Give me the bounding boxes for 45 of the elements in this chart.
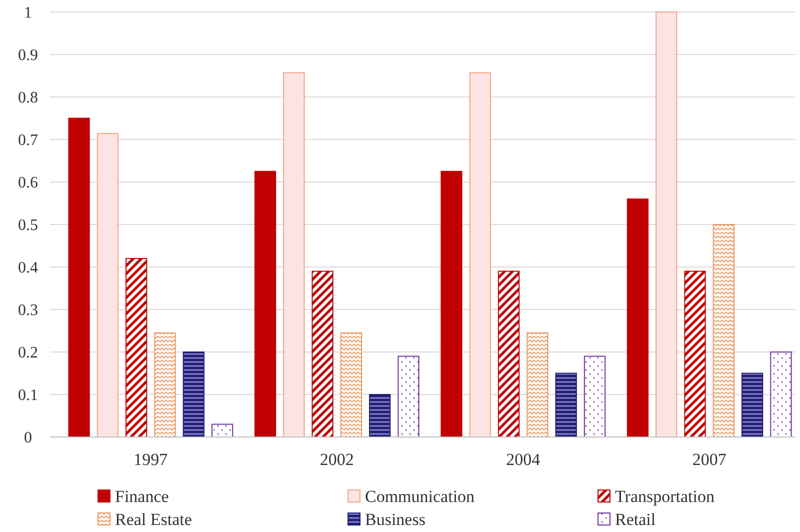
bar — [211, 424, 234, 438]
bar — [498, 270, 520, 438]
bar — [626, 198, 649, 438]
bar — [68, 118, 90, 438]
bar — [254, 170, 276, 438]
y-tick-label: 1 — [24, 4, 32, 22]
legend-label: Business — [365, 510, 426, 529]
y-tick-label: 0.5 — [18, 217, 38, 234]
bar — [584, 356, 606, 438]
bar — [126, 258, 148, 438]
x-tick-label: 2002 — [320, 450, 354, 469]
x-tick-label: 2004 — [506, 450, 541, 469]
y-tick-label: 0.2 — [18, 344, 38, 362]
y-tick-label: 0.4 — [18, 260, 38, 277]
bar — [712, 224, 734, 438]
x-tick-label: 2007 — [692, 450, 727, 469]
y-tick-label: 0.9 — [18, 47, 38, 64]
bar — [684, 270, 706, 438]
x-tick-label: 1997 — [134, 450, 168, 469]
y-tick-label: 0.6 — [18, 174, 38, 192]
bar — [770, 352, 792, 438]
y-tick-label: 0.8 — [18, 90, 38, 107]
bar — [340, 332, 362, 438]
bar — [369, 394, 391, 438]
legend-label: Communication — [365, 486, 476, 506]
y-tick-label: 0.1 — [18, 387, 38, 404]
y-tick-label: 0.7 — [18, 132, 38, 150]
bar — [96, 133, 118, 438]
y-tick-label: 0 — [24, 430, 32, 447]
bar — [312, 270, 334, 438]
bar — [398, 356, 420, 438]
legend-label: Transportation — [615, 486, 715, 506]
bar — [742, 372, 764, 438]
bar — [555, 372, 577, 438]
legend-label: Finance — [115, 486, 169, 506]
legend-label: Retail — [615, 510, 656, 529]
y-tick-label: 0.3 — [18, 302, 38, 320]
bar — [440, 170, 462, 438]
bar — [283, 72, 305, 438]
bar — [469, 72, 491, 438]
bar — [526, 332, 548, 438]
bar — [154, 332, 176, 438]
bar — [182, 352, 204, 438]
bar — [656, 12, 678, 438]
legend-label: Real Estate — [115, 510, 192, 529]
